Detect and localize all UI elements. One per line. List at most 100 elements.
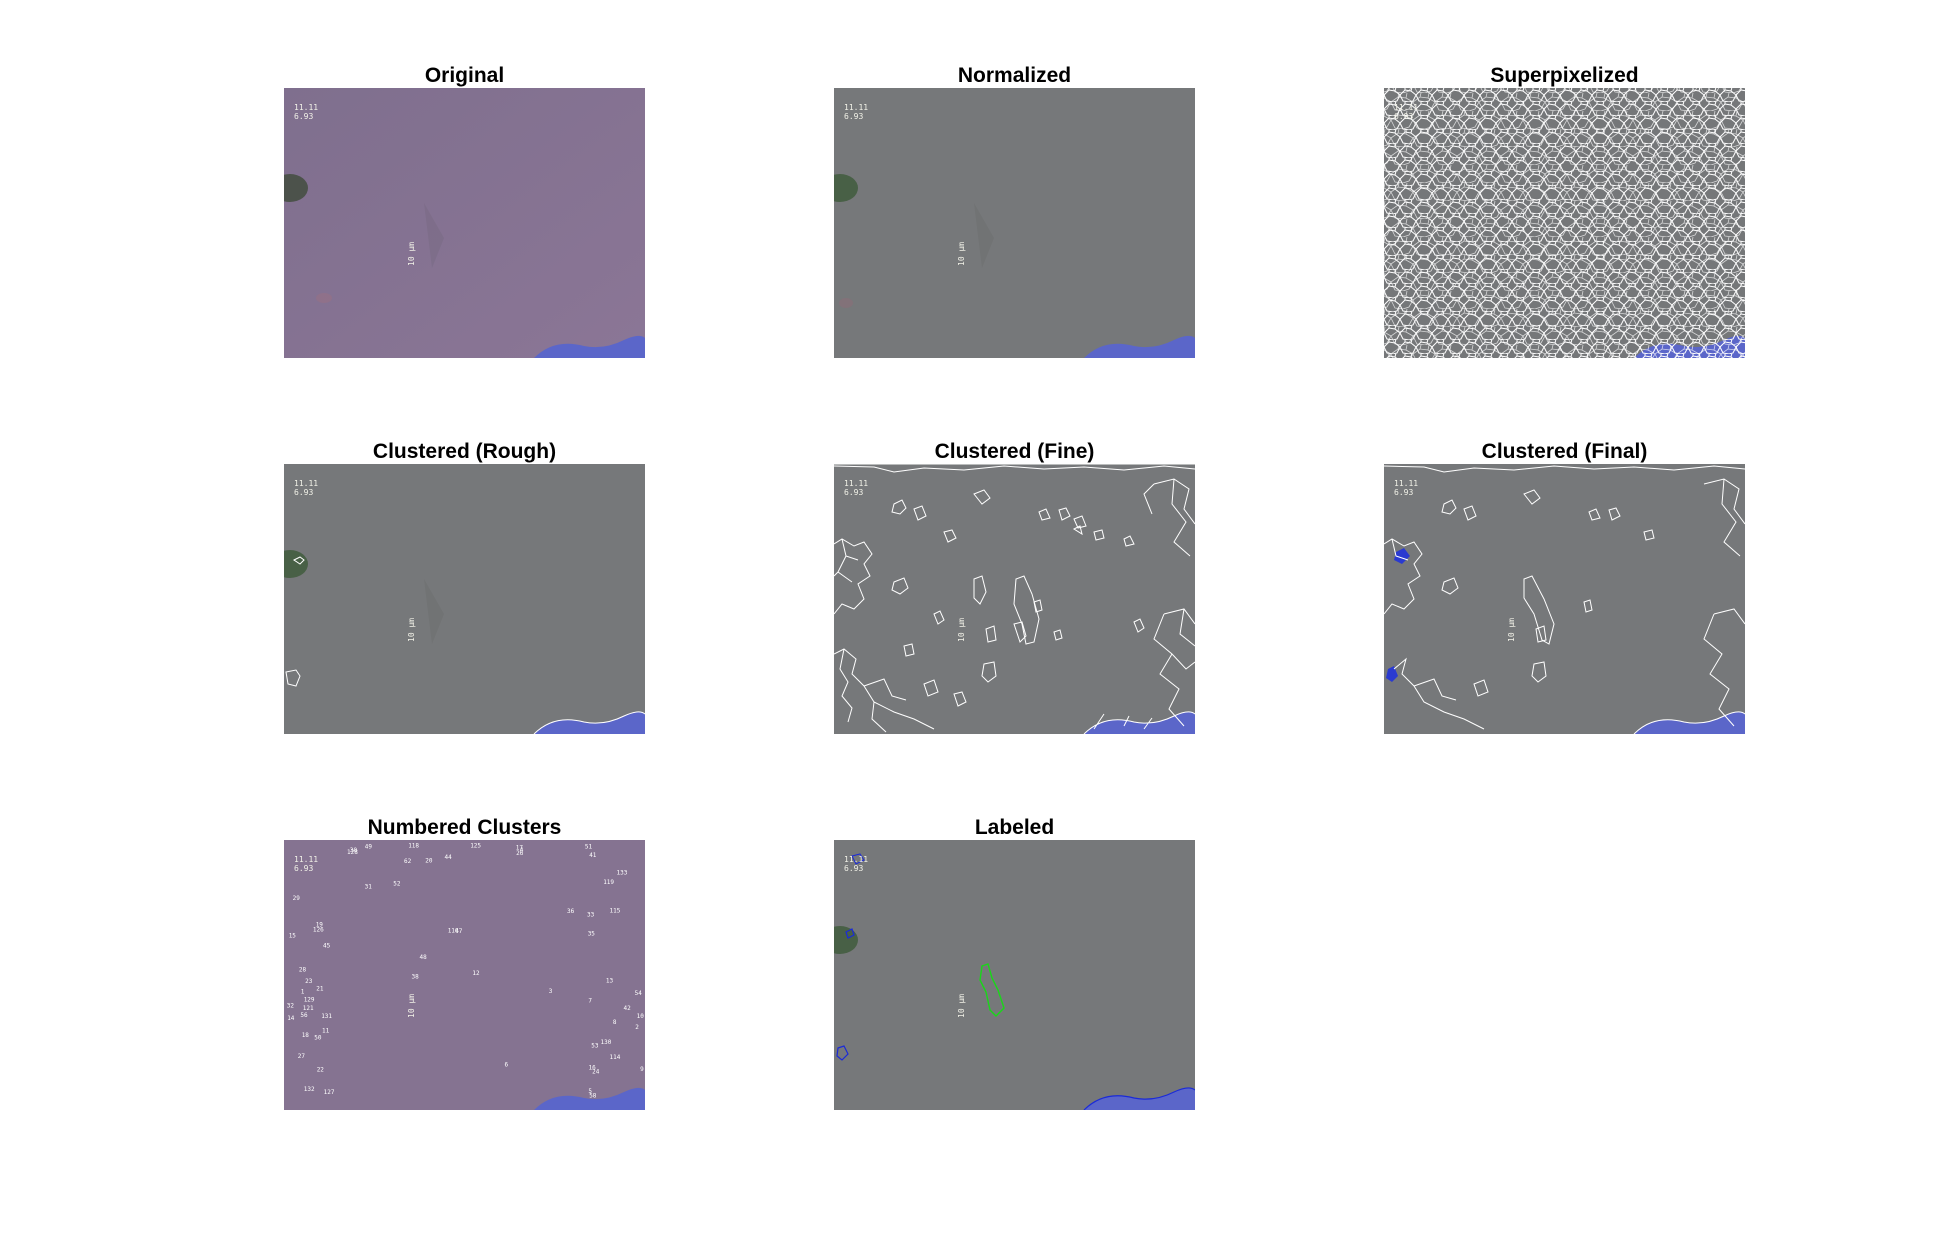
- panel-title: Normalized: [957, 64, 1072, 87]
- overlay-line2: 6.93: [294, 488, 313, 497]
- cluster-number-label: 48: [420, 954, 428, 961]
- cluster-number-label: 121: [303, 1005, 314, 1012]
- overlay-line2: 6.93: [844, 864, 863, 873]
- cluster-number-label: 1: [301, 988, 305, 995]
- cluster-number-label: 10: [637, 1013, 645, 1020]
- cluster-number-label: 53: [591, 1042, 599, 1049]
- panel-clustered-fine: Clustered (Fine): [834, 440, 1195, 734]
- panel-title: Superpixelized: [1490, 64, 1639, 87]
- clustered-rough-image: 11.11 6.93 10 μm: [284, 464, 645, 734]
- overlay-line2: 6.93: [294, 864, 313, 873]
- cluster-number-label: 128: [347, 849, 358, 856]
- cluster-number-label: 115: [610, 907, 621, 914]
- cluster-number-label: 38: [412, 974, 420, 981]
- cluster-number-label: 114: [610, 1054, 621, 1061]
- cluster-number-label: 51: [585, 844, 593, 851]
- numbered-clusters-image: 11.11 6.93 10 μm 13312913113012812612512…: [284, 840, 645, 1110]
- cluster-number-label: 130: [601, 1039, 612, 1046]
- cluster-number-label: 32: [287, 1002, 295, 1009]
- cluster-number-label: 11: [322, 1027, 330, 1034]
- cluster-number-label: 3: [549, 988, 553, 995]
- clustered-final-image: 11.11 6.93 10 μm: [1384, 464, 1745, 734]
- panel-superpixelized: Superpixelized 11.11 6.93: [1384, 64, 1745, 358]
- cluster-number-label: 15: [289, 932, 297, 939]
- cluster-number-label: 47: [455, 928, 463, 935]
- overlay-line1: 11.11: [294, 855, 318, 864]
- cluster-number-label: 27: [298, 1053, 306, 1060]
- overlay-line2: 6.93: [1394, 488, 1413, 497]
- cluster-number-label: 126: [313, 927, 324, 934]
- cluster-number-label: 42: [624, 1005, 632, 1012]
- cluster-number-label: 20: [425, 858, 433, 865]
- overlay-line2: 6.93: [844, 112, 863, 121]
- cluster-number-label: 18: [302, 1032, 310, 1039]
- overlay-line1: 11.11: [844, 103, 868, 112]
- cluster-number-label: 56: [300, 1012, 308, 1019]
- cluster-number-label: 119: [603, 879, 614, 886]
- cluster-number-label: 44: [445, 854, 453, 861]
- cluster-number-label: 19: [316, 921, 324, 928]
- panel-title: Clustered (Final): [1481, 440, 1648, 463]
- cluster-number-label: 12: [472, 970, 480, 977]
- cluster-number-label: 16: [589, 1065, 597, 1072]
- overlay-line1: 11.11: [294, 479, 318, 488]
- cluster-number-label: 23: [305, 978, 313, 985]
- scale-bar-label: 10 μm: [957, 618, 966, 642]
- cluster-number-label: 35: [588, 931, 596, 938]
- clustered-fine-image: 11.11 6.93 10 μm: [834, 464, 1195, 734]
- panel-title: Clustered (Rough): [372, 440, 557, 463]
- cluster-number-label: 41: [589, 852, 597, 859]
- cluster-number-label: 45: [323, 943, 331, 950]
- cluster-number-label: 7: [588, 998, 592, 1005]
- cluster-number-label: 30: [350, 847, 358, 854]
- overlay-line1: 11.11: [1394, 103, 1418, 112]
- cluster-number-label: 14: [287, 1015, 295, 1022]
- cluster-number-label: 5: [588, 1088, 592, 1095]
- overlay-line1: 11.11: [844, 479, 868, 488]
- cluster-number-label: 17: [516, 844, 524, 851]
- overlay-line1: 11.11: [1394, 479, 1418, 488]
- overlay-line1: 11.11: [844, 855, 868, 864]
- cluster-number-label: 8: [613, 1019, 617, 1026]
- overlay-line1: 11.11: [294, 103, 318, 112]
- scale-bar-label: 10 μm: [957, 994, 966, 1018]
- panel-labeled: Labeled 11.11 6.93 10 μm: [834, 816, 1195, 1110]
- cluster-number-label: 2: [635, 1024, 639, 1031]
- cluster-number-label: 28: [299, 967, 307, 974]
- cluster-number-label: 36: [567, 908, 575, 915]
- overlay-line2: 6.93: [844, 488, 863, 497]
- cluster-number-label: 52: [393, 881, 401, 888]
- cluster-number-label: 29: [293, 895, 301, 902]
- cluster-number-label: 133: [617, 869, 628, 876]
- cluster-number-label: 33: [587, 911, 595, 918]
- panel-title: Numbered Clusters: [367, 816, 562, 839]
- cluster-number-label: 125: [470, 843, 481, 850]
- cluster-number-label: 118: [408, 842, 419, 849]
- cluster-number-label: 129: [304, 996, 315, 1003]
- cluster-number-label: 58: [589, 1093, 597, 1100]
- cluster-number-label: 62: [404, 858, 412, 865]
- panel-normalized: Normalized 11.11 6.93 10 μm: [834, 64, 1195, 358]
- panel-title: Labeled: [974, 816, 1055, 839]
- panel-title: Original: [424, 64, 505, 87]
- cluster-number-label: 131: [321, 1013, 332, 1020]
- normalized-image: 11.11 6.93 10 μm: [834, 88, 1195, 358]
- cluster-number-label: 54: [635, 990, 643, 997]
- cluster-number-label: 49: [365, 844, 373, 851]
- cluster-number-label: 6: [505, 1062, 509, 1069]
- labeled-image: 11.11 6.93 10 μm: [834, 840, 1195, 1110]
- cluster-number-label: 26: [516, 850, 524, 857]
- cluster-number-label: 22: [317, 1067, 325, 1074]
- cluster-number-label: 116: [448, 927, 459, 934]
- scale-bar-label: 10 μm: [1507, 618, 1516, 642]
- overlay-line2: 6.93: [1394, 112, 1413, 121]
- cluster-number-label: 13: [606, 978, 614, 985]
- overlay-line2: 6.93: [294, 112, 313, 121]
- panel-title: Clustered (Fine): [934, 440, 1095, 463]
- scale-bar-label: 10 μm: [407, 242, 416, 266]
- cluster-number-label: 50: [314, 1035, 322, 1042]
- panel-clustered-final: Clustered (Final) 11.11 6.93: [1384, 440, 1745, 734]
- cluster-number-label: 9: [640, 1066, 644, 1073]
- cluster-number-label: 4: [520, 847, 524, 854]
- cluster-number-label: 132: [304, 1086, 315, 1093]
